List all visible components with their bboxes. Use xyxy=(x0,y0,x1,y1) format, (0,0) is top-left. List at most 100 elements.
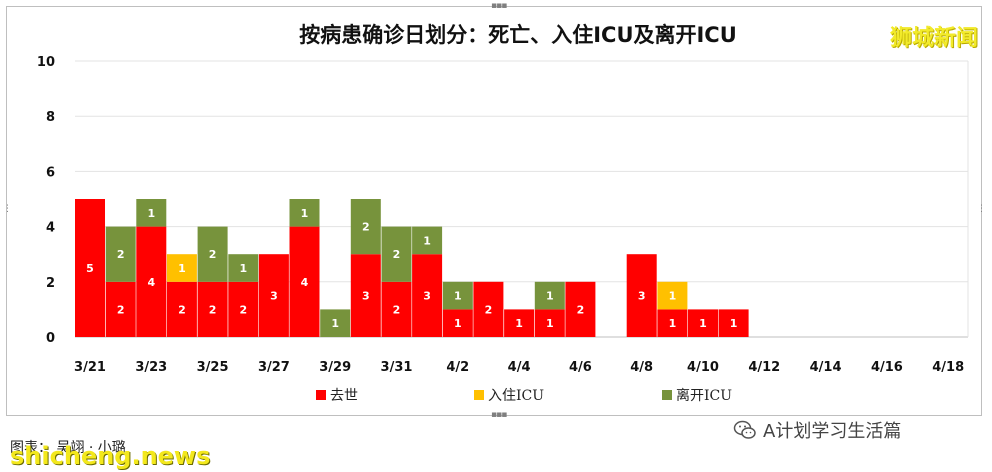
data-label: 1 xyxy=(423,234,431,247)
bar-segment xyxy=(166,281,197,337)
bar-segment xyxy=(105,226,136,282)
wechat-account-name: A计划学习生活篇 xyxy=(763,421,902,442)
data-label: 2 xyxy=(209,303,217,316)
data-label: 1 xyxy=(454,317,462,330)
bar-segment xyxy=(412,226,443,255)
bar-segment xyxy=(534,281,565,310)
data-label: 4 xyxy=(147,276,155,289)
y-tick-label: 8 xyxy=(46,110,55,125)
data-label: 1 xyxy=(730,317,738,330)
x-tick-label: 4/2 xyxy=(446,360,469,375)
data-label: 4 xyxy=(301,276,309,289)
bar-segment xyxy=(228,281,259,337)
data-label: 3 xyxy=(423,290,431,303)
x-tick-label: 4/18 xyxy=(932,360,964,375)
x-tick-label: 3/21 xyxy=(74,360,106,375)
resize-handle-bottom[interactable]: ▪▪▪ xyxy=(491,410,507,420)
x-tick-label: 3/31 xyxy=(381,360,413,375)
legend-item: 离开ICU xyxy=(662,387,732,404)
wechat-icon xyxy=(733,420,756,439)
data-label: 1 xyxy=(178,262,186,275)
y-axis-ticks: 0 2 4 6 8 10 xyxy=(37,55,55,346)
bar-segment xyxy=(136,199,167,227)
resize-handle-top[interactable]: ▪▪▪ xyxy=(491,1,507,11)
data-label: 2 xyxy=(178,303,186,316)
data-label: 2 xyxy=(393,248,401,261)
bar-segment xyxy=(473,281,504,337)
x-tick-label: 3/29 xyxy=(319,360,351,375)
bar-segment xyxy=(197,226,228,282)
data-label: 2 xyxy=(117,303,125,316)
bar-segment xyxy=(228,254,259,282)
watermark-bottom-left: shicheng.news xyxy=(10,442,211,470)
bar-segment xyxy=(657,309,688,337)
data-label: 3 xyxy=(362,290,370,303)
x-tick-label: 3/27 xyxy=(258,360,290,375)
resize-handle-right[interactable]: ⋮ xyxy=(977,204,986,214)
bar-segment xyxy=(350,254,381,337)
y-tick-label: 4 xyxy=(46,221,55,236)
data-label: 1 xyxy=(546,317,554,330)
data-label: 1 xyxy=(546,290,554,303)
bar-segment xyxy=(534,309,565,337)
bar-segment xyxy=(166,254,197,282)
bar-segment xyxy=(688,309,718,337)
chart-frame: ▪▪▪ ⋮ ⋮ ▪▪▪ xyxy=(3,2,986,420)
legend-label: 入住ICU xyxy=(488,388,544,404)
bar-segment xyxy=(626,254,657,337)
data-label: 2 xyxy=(239,303,247,316)
data-label: 1 xyxy=(239,262,247,275)
x-tick-label: 3/23 xyxy=(135,360,167,375)
chart-credit: 图表： 吴翊 · 小璐 xyxy=(10,440,126,456)
data-label: 2 xyxy=(577,303,585,316)
x-tick-label: 3/25 xyxy=(197,360,229,375)
bar-segment xyxy=(350,199,381,255)
bars xyxy=(75,199,749,337)
bar-segment xyxy=(105,281,136,337)
bar-segment xyxy=(381,281,412,337)
data-label: 2 xyxy=(362,221,370,234)
data-label: 1 xyxy=(699,317,707,330)
legend-label: 离开ICU xyxy=(676,387,732,404)
x-tick-label: 4/8 xyxy=(630,360,653,375)
data-label: 1 xyxy=(515,317,523,330)
data-label: 1 xyxy=(454,290,462,303)
x-tick-label: 4/4 xyxy=(508,360,531,375)
data-label: 3 xyxy=(270,290,278,303)
legend-item: 去世 xyxy=(316,388,358,404)
data-label: 1 xyxy=(331,317,339,330)
x-tick-label: 4/14 xyxy=(810,360,842,375)
wechat-account-tag: A计划学习生活篇 xyxy=(733,418,901,442)
bar-segment xyxy=(289,226,320,337)
data-label: 1 xyxy=(147,207,155,220)
resize-handle-left[interactable]: ⋮ xyxy=(3,204,12,214)
bar-segment xyxy=(565,281,596,337)
data-label: 5 xyxy=(86,262,94,275)
x-tick-label: 4/6 xyxy=(569,360,592,375)
x-axis-ticks: 3/21 3/23 3/25 3/27 3/29 3/31 4/2 4/4 4/6 4/8 4/10… xyxy=(74,360,964,375)
bar-segment xyxy=(504,309,535,337)
bar-segment xyxy=(412,254,443,337)
y-tick-label: 10 xyxy=(37,55,55,70)
data-label: 1 xyxy=(669,290,677,303)
data-label: 2 xyxy=(393,303,401,316)
bar-segment xyxy=(657,281,688,310)
data-label: 3 xyxy=(638,290,646,303)
bar-segment xyxy=(442,281,473,310)
data-label: 1 xyxy=(301,207,309,220)
legend: 去世 入住ICU 离开ICU xyxy=(316,387,732,404)
bar-segment xyxy=(381,226,412,282)
bar-segment xyxy=(442,309,473,337)
watermark-top-right: 狮城新闻 xyxy=(889,26,978,51)
legend-label: 去世 xyxy=(330,388,358,404)
y-tick-label: 0 xyxy=(46,331,55,346)
value-labels: 5 2 2 4 1 2 1 2 2 2 1 3 4 1 1 3 2 2 2 3 1 1 1 2 1 1 1 2 3 1 1 1 1 xyxy=(86,207,737,330)
bar-segment xyxy=(75,199,105,337)
bar-segment xyxy=(718,309,749,337)
data-label: 1 xyxy=(669,317,677,330)
legend-swatch xyxy=(474,390,484,400)
x-tick-label: 4/12 xyxy=(748,360,780,375)
bar-segment xyxy=(320,309,351,337)
bar-segment xyxy=(136,226,167,337)
x-tick-label: 4/10 xyxy=(687,360,719,375)
